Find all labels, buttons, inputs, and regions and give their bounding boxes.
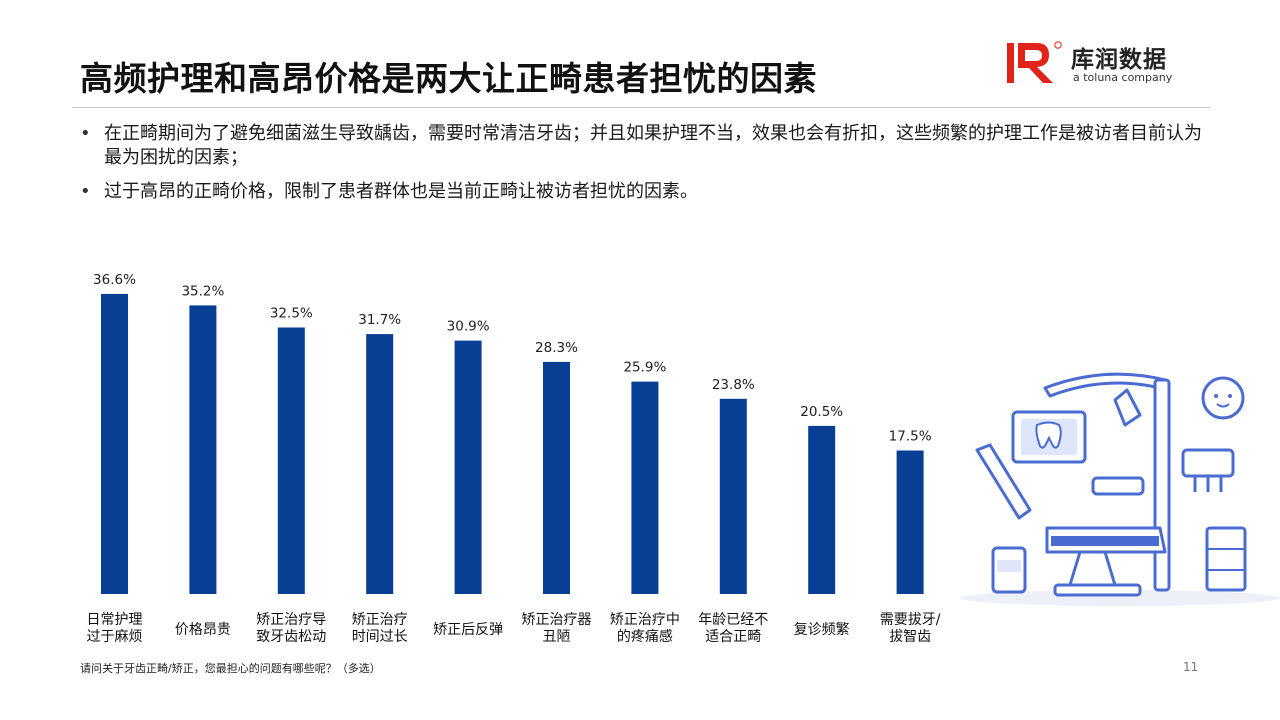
bullet-item: 过于高昂的正畸价格，限制了患者群体也是当前正畸让被访者担忧的因素。 — [80, 180, 1205, 204]
category-label-3: 致牙齿松动 — [256, 629, 326, 645]
bar-8 — [719, 398, 747, 594]
logo-text-cn: 库润数据 — [1071, 47, 1167, 73]
category-label-5: 矫正后反弹 — [433, 622, 503, 638]
category-label-10: 需要拔牙/ — [880, 612, 941, 628]
category-label-1: 日常护理 — [87, 612, 143, 628]
data-label-6: 28.3% — [535, 340, 578, 356]
bullet-item: 在正畸期间为了避免细菌滋生导致龋齿，需要时常清洁牙齿；并且如果护理不当，效果也会… — [80, 122, 1205, 170]
bar-1 — [101, 293, 128, 594]
page-title: 高频护理和高昂价格是两大让正畸患者担忧的因素 — [80, 59, 817, 98]
data-label-4: 31.7% — [358, 312, 401, 328]
data-label-8: 23.8% — [712, 377, 755, 393]
category-label-1: 过于麻烦 — [87, 629, 143, 645]
data-label-10: 17.5% — [889, 429, 932, 445]
category-label-4: 矫正治疗 — [352, 612, 408, 628]
data-label-7: 25.9% — [623, 360, 666, 376]
data-label-9: 20.5% — [800, 404, 843, 420]
bar-5 — [454, 340, 482, 594]
bar-10 — [896, 450, 924, 594]
logo-text-en: a toluna company — [1073, 71, 1173, 84]
brand-logo: 库润数据 a toluna company — [1005, 40, 1195, 90]
category-label-6: 矫正治疗器 — [522, 612, 592, 628]
survey-footnote: 请问关于牙齿正畸/矫正，您最担心的问题有哪些呢？（多选） — [80, 662, 381, 675]
bar-9 — [808, 425, 836, 594]
page-number: 11 — [1183, 660, 1199, 674]
title-divider — [72, 107, 1210, 108]
data-label-3: 32.5% — [270, 306, 313, 322]
bullet-list: 在正畸期间为了避免细菌滋生导致龋齿，需要时常清洁牙齿；并且如果护理不当，效果也会… — [80, 122, 1205, 214]
data-label-2: 35.2% — [181, 283, 224, 299]
category-label-9: 复诊频繁 — [794, 621, 850, 638]
category-label-10: 拔智齿 — [889, 629, 931, 645]
bar-2 — [189, 305, 217, 594]
category-label-8: 适合正畸 — [705, 629, 761, 645]
category-label-3: 矫正治疗导 — [256, 612, 326, 628]
bar-4 — [366, 334, 394, 594]
bar-3 — [277, 327, 305, 594]
category-label-4: 时间过长 — [352, 629, 408, 645]
logo-mark-icon — [1007, 41, 1062, 83]
category-label-2: 价格昂贵 — [175, 622, 231, 638]
data-label-5: 30.9% — [447, 319, 490, 335]
bar-6 — [543, 361, 570, 594]
dental-chair-illustration — [960, 372, 1280, 606]
category-label-7: 矫正治疗中 — [610, 612, 680, 628]
category-label-8: 年龄已经不 — [698, 612, 768, 628]
data-label-1: 36.6% — [93, 272, 136, 288]
bar-7 — [631, 381, 659, 594]
category-label-7: 的疼痛感 — [617, 628, 673, 645]
category-label-6: 丑陋 — [543, 629, 571, 645]
